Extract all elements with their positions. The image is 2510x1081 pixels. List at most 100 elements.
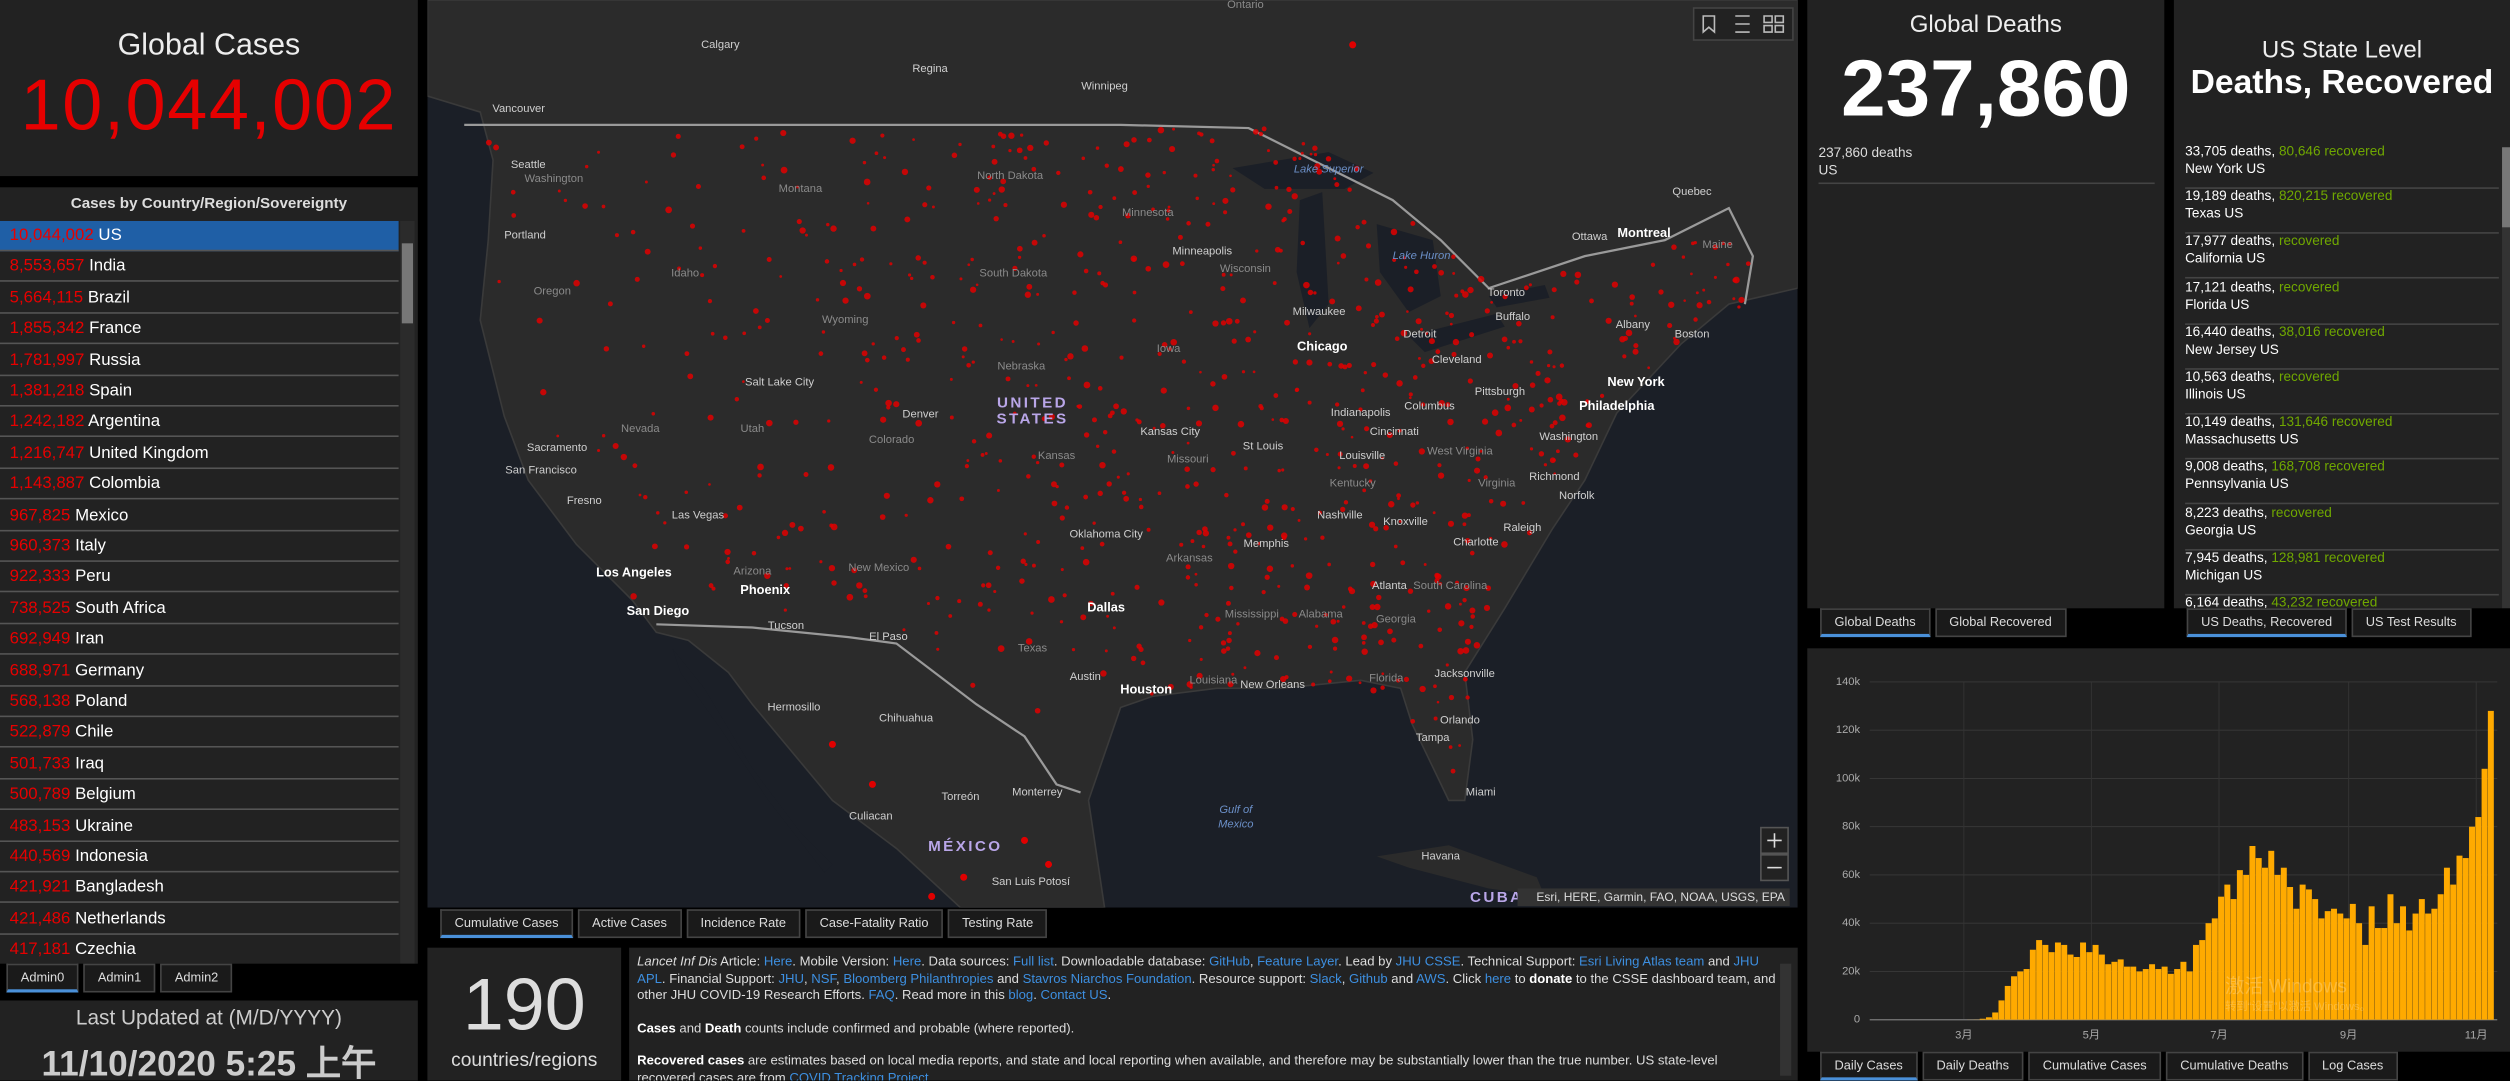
country-row[interactable]: 421,921 Bangladesh (0, 873, 399, 904)
info-segment[interactable]: Contact US (1040, 987, 1108, 1003)
country-list[interactable]: 10,044,002 US 8,553,657 India 5,664,115 Br… (0, 220, 400, 964)
country-row[interactable]: 960,373 Italy (0, 531, 399, 562)
country-row[interactable]: 692,949 Iran (0, 625, 399, 656)
country-row[interactable]: 483,153 Ukraine (0, 811, 399, 842)
country-row[interactable]: 421,486 Netherlands (0, 904, 399, 935)
case-dot (859, 257, 865, 262)
info-segment[interactable]: JHU (778, 971, 804, 986)
tab[interactable]: Admin0 (6, 963, 79, 993)
country-row[interactable]: 417,181 Czechia (0, 935, 399, 964)
country-row[interactable]: 1,855,342 France (0, 314, 399, 345)
country-row[interactable]: 1,216,747 United Kingdom (0, 438, 399, 469)
state-row[interactable]: 9,008 deaths, 168,708 recovered Pennsylva… (2185, 458, 2499, 505)
tab[interactable]: Log Cases (2307, 1051, 2398, 1081)
state-deaths: 7,945 deaths, (2185, 548, 2268, 565)
case-dot (1458, 602, 1462, 606)
country-row[interactable]: 440,569 Indonesia (0, 842, 399, 873)
info-segment[interactable]: JHU CSSE (1395, 954, 1461, 969)
tab[interactable]: Admin1 (83, 963, 156, 993)
country-row[interactable]: 738,525 South Africa (0, 594, 399, 624)
info-segment[interactable]: COVID Tracking Project (789, 1070, 929, 1081)
case-dot (803, 471, 809, 477)
info-segment[interactable]: NSF (811, 971, 837, 986)
info-segment[interactable]: Esri Living Atlas team (1579, 954, 1705, 969)
case-dot (1412, 375, 1418, 380)
info-segment[interactable]: Stavros Niarchos Foundation (1022, 971, 1192, 986)
info-segment[interactable]: blog (1008, 987, 1034, 1003)
state-row[interactable]: 8,223 deaths, recovered Georgia US (2185, 504, 2499, 551)
info-segment[interactable]: Here (892, 954, 922, 969)
basemap-icon[interactable] (1763, 15, 1785, 33)
state-row[interactable]: 16,440 deaths, 38,016 recovered New Jerse… (2185, 323, 2499, 370)
info-segment[interactable]: Full list (1013, 954, 1054, 969)
state-row[interactable]: 10,563 deaths, recovered Illinois US (2185, 368, 2499, 415)
list-icon[interactable] (1735, 15, 1750, 33)
tab[interactable]: Global Recovered (1934, 608, 2067, 638)
info-segment[interactable]: FAQ (868, 987, 895, 1003)
case-dot (1393, 461, 1399, 466)
country-row[interactable]: 1,143,887 Colombia (0, 469, 399, 500)
zoom-in-icon[interactable] (1767, 833, 1782, 848)
info-segment[interactable]: Slack (1309, 971, 1342, 986)
info-scrollbar[interactable] (1780, 963, 1792, 1076)
case-dot (1243, 466, 1248, 471)
bar (2293, 908, 2300, 1020)
scrollbar[interactable] (400, 220, 415, 964)
us-state-scrollbar[interactable] (2502, 147, 2510, 609)
scrollbar-thumb[interactable] (2502, 147, 2510, 228)
info-segment[interactable]: JHU APL (637, 954, 1759, 986)
tab[interactable]: US Test Results (2351, 608, 2471, 638)
bookmark-icon[interactable] (1702, 15, 1716, 34)
info-segment[interactable]: GitHub (1209, 954, 1250, 969)
info-segment[interactable]: Here (763, 954, 793, 969)
state-row[interactable]: 7,945 deaths, 128,981 recovered Michigan … (2185, 548, 2499, 596)
state-recovered: 128,981 recovered (2271, 548, 2385, 565)
info-segment[interactable]: Feature Layer (1257, 954, 1339, 969)
tab[interactable]: US Deaths, Recovered (2186, 608, 2347, 638)
country-row[interactable]: 10,044,002 US (0, 220, 399, 252)
country-row[interactable]: 688,971 Germany (0, 656, 399, 687)
info-segment[interactable]: Github (1349, 971, 1388, 986)
state-row[interactable]: 17,977 deaths, recovered California US (2185, 233, 2499, 280)
tab[interactable]: Incidence Rate (686, 909, 801, 939)
country-row[interactable]: 1,381,218 Spain (0, 376, 399, 407)
map-label: Pittsburgh (1475, 386, 1525, 398)
us-state-list[interactable]: 33,705 deaths, 80,646 recovered New York … (2174, 142, 2502, 608)
tab[interactable]: Global Deaths (1820, 608, 1931, 638)
tab[interactable]: Cumulative Cases (440, 909, 573, 939)
country-row[interactable]: 501,733 Iraq (0, 749, 399, 780)
tab[interactable]: Daily Cases (1820, 1051, 1918, 1081)
state-row[interactable]: 17,121 deaths, recovered Florida US (2185, 278, 2499, 325)
tab[interactable]: Daily Deaths (1922, 1051, 2024, 1081)
country-row[interactable]: 1,242,182 Argentina (0, 407, 399, 438)
country-row[interactable]: 922,333 Peru (0, 563, 399, 593)
state-row[interactable]: 10,149 deaths, 131,646 recovered Massachu… (2185, 413, 2499, 460)
case-dot (1668, 301, 1675, 308)
country-row[interactable]: 967,825 Mexico (0, 500, 399, 531)
state-row[interactable]: 6,164 deaths, 43,232 recovered (2185, 594, 2499, 608)
tab[interactable]: Case-Fatality Ratio (805, 909, 943, 939)
country-row[interactable]: 8,553,657 India (0, 252, 399, 283)
state-deaths: 33,705 deaths, (2185, 142, 2276, 159)
tab[interactable]: Testing Rate (947, 909, 1048, 939)
case-dot (1067, 353, 1074, 360)
tab[interactable]: Cumulative Deaths (2165, 1051, 2303, 1081)
tab[interactable]: Admin2 (160, 963, 233, 993)
country-row[interactable]: 5,664,115 Brazil (0, 283, 399, 314)
country-row[interactable]: 568,138 Poland (0, 687, 399, 718)
state-row[interactable]: 19,189 deaths, 820,215 recovered Texas US (2185, 188, 2499, 235)
info-segment[interactable]: here (1484, 971, 1512, 986)
case-dot (1338, 363, 1344, 369)
info-segment[interactable]: AWS (1416, 971, 1446, 986)
state-row[interactable]: 33,705 deaths, 80,646 recovered New York … (2185, 142, 2499, 189)
info-segment[interactable]: Bloomberg Philanthropies (843, 971, 994, 986)
tab[interactable]: Cumulative Cases (2028, 1051, 2162, 1081)
country-row[interactable]: 1,781,997 Russia (0, 345, 399, 376)
tab[interactable]: Active Cases (577, 909, 682, 939)
scrollbar-thumb[interactable] (401, 243, 414, 324)
country-row[interactable]: 522,879 Chile (0, 718, 399, 749)
map[interactable]: Ontario Calgary Regina Winnipeg Vancouver Sea… (427, 0, 1798, 908)
case-dot (1080, 546, 1085, 550)
map-label: New York (1607, 374, 1665, 389)
country-row[interactable]: 500,789 Belgium (0, 780, 399, 811)
